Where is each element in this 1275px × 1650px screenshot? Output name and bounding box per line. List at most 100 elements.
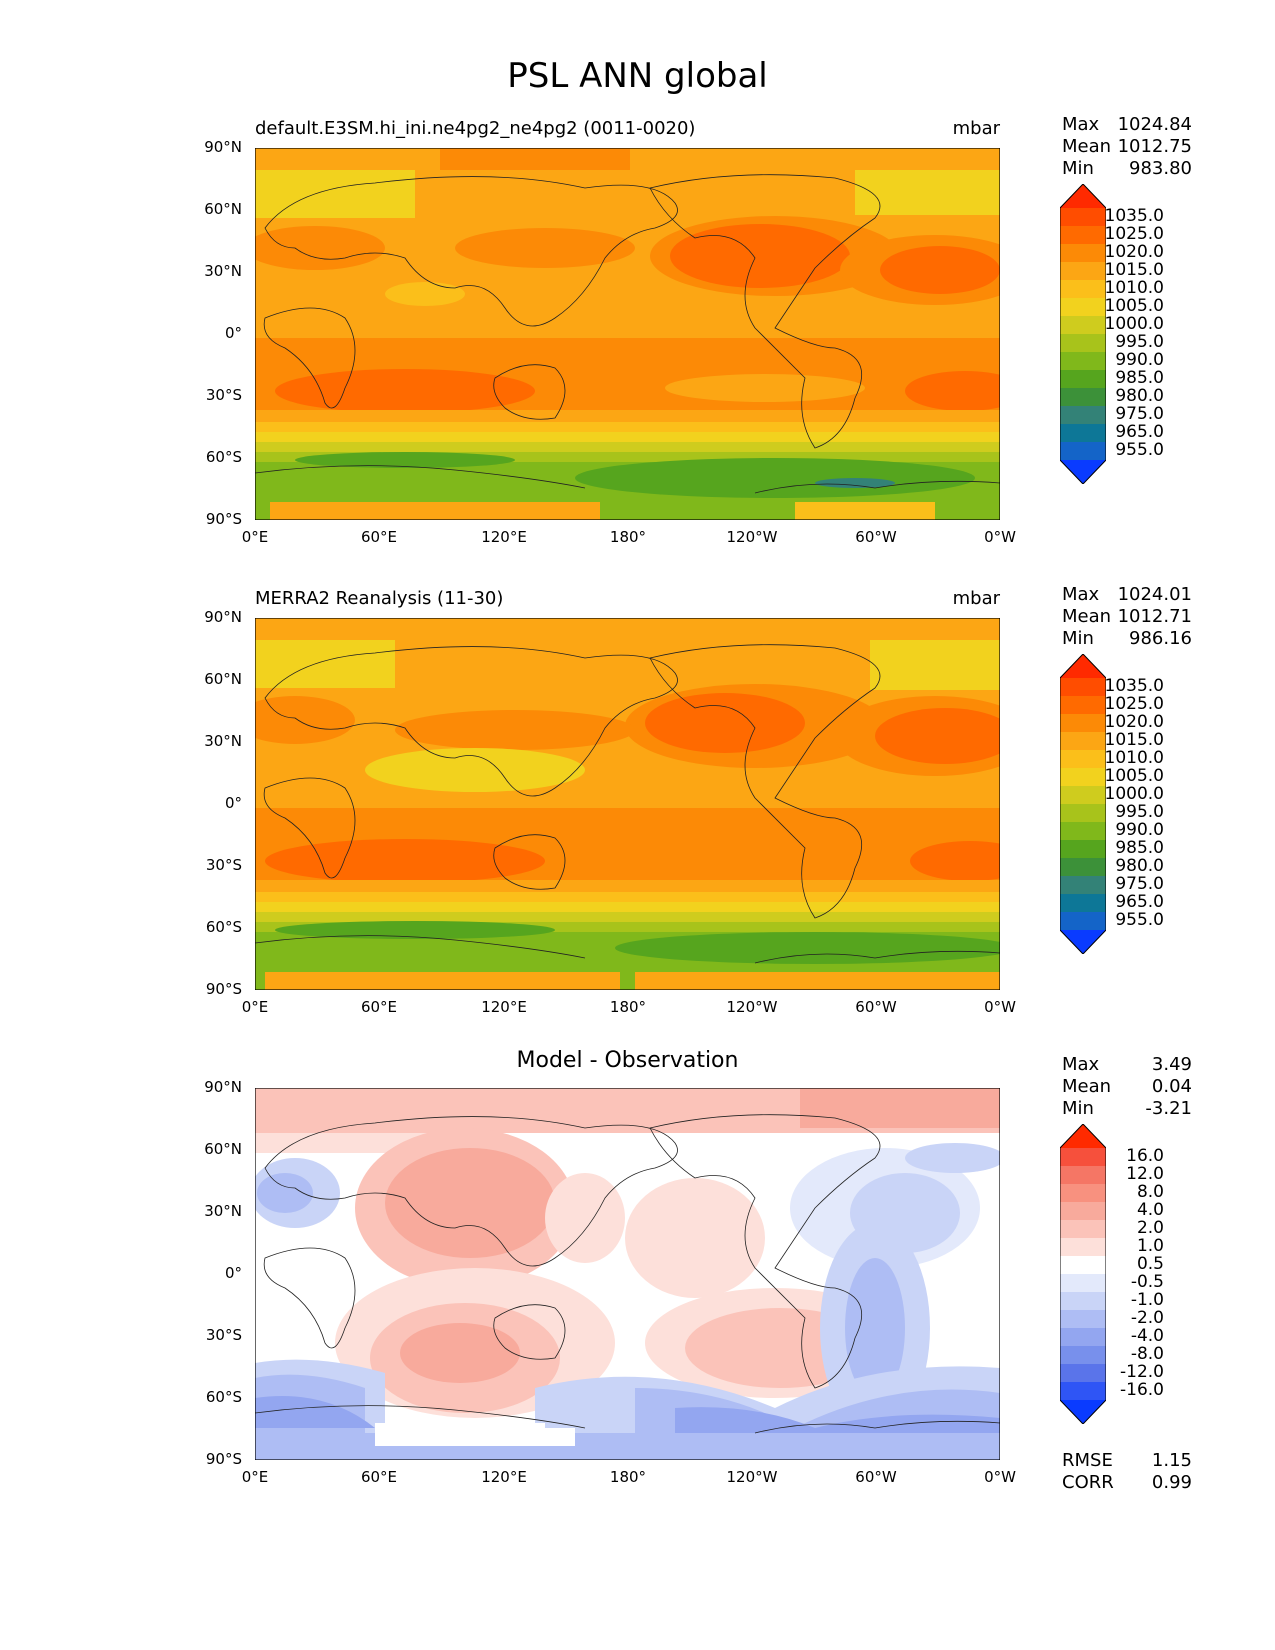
panel-observation: MERRA2 Reanalysis (11-30) mbar xyxy=(0,584,1275,1058)
colorbar-label: 1005.0 xyxy=(1104,296,1164,316)
colorbar-label: 1025.0 xyxy=(1104,224,1164,244)
colorbar-segment xyxy=(1060,1148,1106,1167)
stat-mean: 1012.71 xyxy=(1117,606,1192,627)
colorbar-segment xyxy=(1060,804,1106,823)
colorbar-segment xyxy=(1060,750,1106,769)
lat-tick: 0° xyxy=(224,324,242,342)
colorbar-segment xyxy=(1060,696,1106,715)
lon-tick: 0°W xyxy=(984,998,1016,1016)
map-observation-psl xyxy=(255,618,1000,990)
colorbar-label: 2.0 xyxy=(1136,1218,1164,1238)
lon-tick: 120°W xyxy=(726,528,778,546)
corr-label: CORR xyxy=(1062,1472,1114,1493)
colorbar-label: -4.0 xyxy=(1130,1326,1164,1346)
colorbar-extend-top xyxy=(1060,654,1106,678)
colorbar-label: 0.5 xyxy=(1136,1254,1164,1274)
corr-value: 0.99 xyxy=(1151,1472,1192,1493)
lat-tick: 60°N xyxy=(204,1140,242,1158)
stat-min: 986.16 xyxy=(1129,628,1192,649)
colorbar-segment xyxy=(1060,316,1106,335)
stats-box: Max 1024.84 Mean 1012.75 Min 983.80 xyxy=(1062,114,1192,180)
stat-max: 1024.01 xyxy=(1117,584,1192,605)
stat-label: Min xyxy=(1062,158,1094,179)
rmse-corr-box: RMSE 1.15 CORR 0.99 xyxy=(1062,1450,1192,1494)
colorbar-segment xyxy=(1060,1184,1106,1203)
stat-label: Max xyxy=(1062,584,1100,605)
lon-tick: 0°E xyxy=(241,998,269,1016)
colorbar-svg xyxy=(1059,1123,1107,1425)
colorbar-segment xyxy=(1060,840,1106,859)
colorbar-label: 1005.0 xyxy=(1104,766,1164,786)
lon-tick: 180° xyxy=(609,1468,647,1486)
colorbar-extend-bottom xyxy=(1060,1400,1106,1424)
colorbar-label: 995.0 xyxy=(1115,802,1164,822)
colorbar-segment xyxy=(1060,1220,1106,1239)
stat-label: Mean xyxy=(1062,1076,1112,1097)
colorbar-label: 985.0 xyxy=(1115,838,1164,858)
colorbar-segment xyxy=(1060,912,1106,931)
colorbar-label: 955.0 xyxy=(1115,910,1164,930)
colorbar xyxy=(1059,1123,1107,1425)
lat-tick: 0° xyxy=(224,794,242,812)
colorbar-segment xyxy=(1060,298,1106,317)
colorbar-extend-top xyxy=(1060,184,1106,208)
colorbar-svg xyxy=(1059,183,1107,485)
colorbar-svg xyxy=(1059,653,1107,955)
stat-mean: 1012.75 xyxy=(1117,136,1192,157)
colorbar-segment xyxy=(1060,244,1106,263)
rmse-label: RMSE xyxy=(1062,1450,1113,1471)
stat-label: Min xyxy=(1062,628,1094,649)
colorbar-label: 1.0 xyxy=(1136,1236,1164,1256)
stats-box: Max 3.49 Mean 0.04 Min -3.21 xyxy=(1062,1054,1192,1120)
lat-tick: 30°N xyxy=(204,1202,242,1220)
colorbar-segment xyxy=(1060,442,1106,461)
lon-tick: 120°W xyxy=(726,1468,778,1486)
colorbar-segment xyxy=(1060,1238,1106,1257)
colorbar-segment xyxy=(1060,1202,1106,1221)
panel-units: mbar xyxy=(952,588,1000,609)
lat-tick: 60°S xyxy=(205,448,242,466)
colorbar-label: -0.5 xyxy=(1130,1272,1164,1292)
lat-tick: 60°S xyxy=(205,918,242,936)
colorbar-label: 990.0 xyxy=(1115,350,1164,370)
lon-tick: 60°W xyxy=(855,528,897,546)
lon-tick: 120°W xyxy=(726,998,778,1016)
lat-tick: 30°S xyxy=(205,386,242,404)
colorbar-segment xyxy=(1060,262,1106,281)
lat-tick: 30°N xyxy=(204,732,242,750)
colorbar-segment xyxy=(1060,226,1106,245)
colorbar-label: 975.0 xyxy=(1115,874,1164,894)
colorbar-label: 1015.0 xyxy=(1104,730,1164,750)
panel-title: MERRA2 Reanalysis (11-30) xyxy=(255,588,504,609)
lat-tick: 30°S xyxy=(205,1326,242,1344)
colorbar-label: -16.0 xyxy=(1120,1380,1164,1400)
colorbar-segment xyxy=(1060,858,1106,877)
colorbar-segment xyxy=(1060,714,1106,733)
lat-tick: 60°N xyxy=(204,200,242,218)
colorbar-segment xyxy=(1060,876,1106,895)
lon-tick: 120°E xyxy=(481,1468,527,1486)
colorbar-label: 955.0 xyxy=(1115,440,1164,460)
lon-tick: 0°W xyxy=(984,528,1016,546)
panel-model: default.E3SM.hi_ini.ne4pg2_ne4pg2 (0011-… xyxy=(0,114,1275,588)
stat-mean: 0.04 xyxy=(1151,1076,1192,1097)
colorbar-segment xyxy=(1060,424,1106,443)
colorbar-label: 1000.0 xyxy=(1104,314,1164,334)
lat-tick: 90°S xyxy=(205,1450,242,1468)
colorbar-label: -8.0 xyxy=(1130,1344,1164,1364)
colorbar-extend-bottom xyxy=(1060,930,1106,954)
colorbar-label: 1015.0 xyxy=(1104,260,1164,280)
colorbar-extend-bottom xyxy=(1060,460,1106,484)
panel-title: default.E3SM.hi_ini.ne4pg2_ne4pg2 (0011-… xyxy=(255,118,696,139)
colorbar-label: 965.0 xyxy=(1115,422,1164,442)
colorbar-label: 975.0 xyxy=(1115,404,1164,424)
colorbar-label: 1000.0 xyxy=(1104,784,1164,804)
colorbar-label: 1025.0 xyxy=(1104,694,1164,714)
colorbar-segment xyxy=(1060,1364,1106,1383)
panel-title: Model - Observation xyxy=(516,1048,739,1073)
lat-tick: 90°S xyxy=(205,980,242,998)
colorbar-label: 1010.0 xyxy=(1104,748,1164,768)
colorbar-segment xyxy=(1060,208,1106,227)
lon-tick: 120°E xyxy=(481,998,527,1016)
lon-tick: 0°E xyxy=(241,1468,269,1486)
